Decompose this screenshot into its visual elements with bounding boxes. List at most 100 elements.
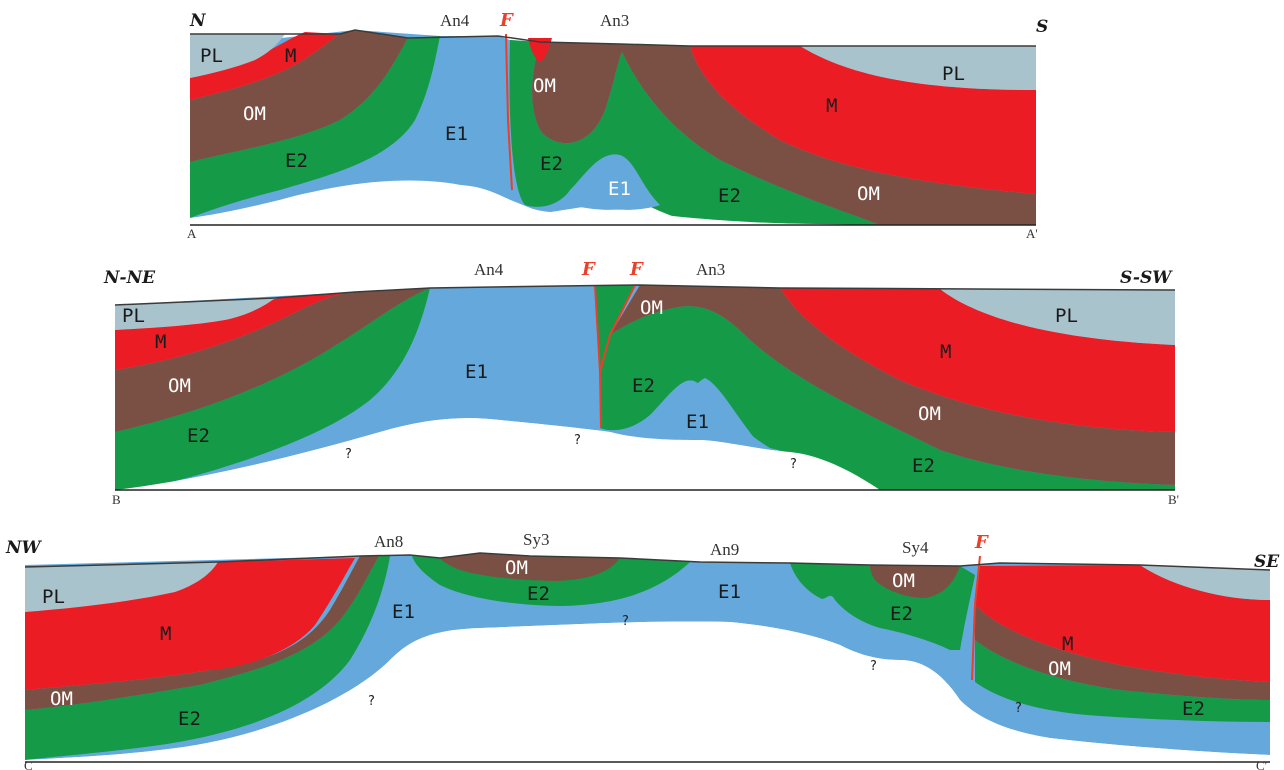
section-b-unit-label: E1 <box>686 411 709 433</box>
section-c: NW SE C C' F An8 Sy3 An9 Sy4 PL M OM E2 … <box>5 530 1280 770</box>
section-c-basement <box>25 621 1270 765</box>
section-b-unit-label: E1 <box>465 361 488 383</box>
section-b-surface <box>114 284 1176 306</box>
section-c-fault-label: F <box>974 532 989 553</box>
section-b-unit-label: PL <box>1055 305 1078 327</box>
section-a-unit-e2-left <box>190 36 440 218</box>
section-b-unit-om-left <box>115 288 430 432</box>
section-a-unit-label: M <box>826 95 837 117</box>
section-b-basement <box>115 418 880 490</box>
section-b-unit-e2-right <box>600 306 1175 490</box>
section-a-unit-label: OM <box>857 183 880 205</box>
section-a-unit-om-right <box>532 42 1036 225</box>
section-a-unit-label: PL <box>200 45 223 67</box>
section-a-unit-m-right <box>690 46 1036 194</box>
section-b-unit-label: E2 <box>187 425 210 447</box>
section-c-unit-label: OM <box>1048 658 1071 680</box>
section-c-unit-pl-left <box>25 562 218 612</box>
section-a-unit-label: E1 <box>445 123 468 145</box>
section-c-unit-om-left <box>25 555 380 710</box>
section-b-unit-m-right <box>780 288 1175 432</box>
section-c-unit-label: OM <box>50 688 73 710</box>
section-b-question-mark: ? <box>574 433 581 448</box>
section-c-dir-left: NW <box>5 538 43 558</box>
section-a-structure-1: An4 <box>440 11 470 30</box>
section-c-structure-1: An8 <box>374 532 403 551</box>
section-b-unit-label: PL <box>122 305 145 327</box>
section-c-unit-pl-right <box>1140 565 1270 600</box>
section-a-dir-right: S <box>1036 17 1048 37</box>
section-c-question-mark: ? <box>368 694 375 709</box>
section-a-structure-2: An3 <box>600 11 629 30</box>
section-a-unit-label: OM <box>533 75 556 97</box>
section-c-structure-2: Sy3 <box>523 530 549 549</box>
section-b-dir-right: S-SW <box>1120 268 1173 288</box>
section-b-unit-label: OM <box>168 375 191 397</box>
section-b-fault-line-2 <box>599 284 636 373</box>
section-b-structure-1: An4 <box>474 260 504 279</box>
section-b-question-mark: ? <box>345 447 352 462</box>
section-b-unit-pl-right <box>940 289 1175 345</box>
section-c-question-mark: ? <box>1015 701 1022 716</box>
section-c-unit-label: M <box>160 623 171 645</box>
section-b-fault-label-2: F <box>629 259 644 280</box>
section-a-unit-label: E2 <box>285 150 308 172</box>
section-a-unit-label: E2 <box>718 185 741 207</box>
section-b-unit-om-right <box>610 285 1175 485</box>
section-c-unit-om-sy3 <box>440 553 620 581</box>
section-a-unit-m-small <box>528 38 552 62</box>
section-a: N S A A' F An4 An3 PL M OM E1 OM E2 E2 E… <box>187 10 1048 241</box>
section-b-unit-label: E2 <box>912 455 935 477</box>
section-b: N-NE S-SW B B' F F An4 An3 PL M OM E2 E1… <box>103 259 1179 507</box>
section-a-unit-pl-right <box>800 46 1036 90</box>
section-c-structure-3: An9 <box>710 540 739 559</box>
section-a-basement <box>190 180 880 225</box>
section-c-unit-label: E2 <box>890 603 913 625</box>
section-c-dir-right: SE <box>1254 552 1280 572</box>
section-a-dir-left: N <box>189 11 207 31</box>
section-a-unit-m-left <box>190 32 340 100</box>
section-a-unit-e1-core <box>570 154 660 211</box>
section-c-unit-m-right <box>975 565 1270 682</box>
section-b-unit-e1-core <box>640 378 760 445</box>
section-b-dir-left: N-NE <box>103 268 156 288</box>
section-a-end-left: A <box>187 226 197 241</box>
section-c-unit-e2-right <box>975 640 1270 722</box>
section-b-structure-2: An3 <box>696 260 725 279</box>
section-b-fault-label-1: F <box>581 259 596 280</box>
section-b-unit-m-left <box>115 292 355 370</box>
section-c-surface <box>24 552 1271 571</box>
section-b-question-mark: ? <box>790 457 797 472</box>
section-a-unit-label: PL <box>942 63 965 85</box>
section-a-unit-e2-right <box>509 40 880 225</box>
section-a-surface <box>190 29 1036 47</box>
section-b-end-left: B <box>112 492 121 507</box>
section-c-unit-label: E1 <box>718 581 741 603</box>
section-c-unit-om-sy4 <box>870 565 960 598</box>
section-a-unit-om-left <box>190 30 408 162</box>
section-b-unit-label: M <box>155 331 166 353</box>
section-c-end-left: C <box>24 758 33 770</box>
section-c-unit-label: M <box>1062 633 1073 655</box>
section-c-unit-m-left <box>25 558 355 690</box>
section-a-unit-pl-left <box>190 34 285 78</box>
section-c-unit-label: E2 <box>1182 698 1205 720</box>
section-a-unit-label: E1 <box>608 178 631 200</box>
section-b-unit-label: OM <box>918 403 941 425</box>
section-b-unit-pl-left <box>115 298 275 330</box>
section-c-question-mark: ? <box>622 614 629 629</box>
section-c-unit-label: E1 <box>392 601 415 623</box>
section-b-unit-label: M <box>940 341 951 363</box>
section-a-end-right: A' <box>1026 226 1038 241</box>
section-c-unit-om-right <box>975 605 1270 700</box>
section-b-unit-e2-left <box>115 288 430 490</box>
section-a-fault-line <box>505 33 513 191</box>
section-a-unit-label: OM <box>243 103 266 125</box>
section-c-unit-e2-left <box>25 555 390 760</box>
section-c-unit-label: E2 <box>178 708 201 730</box>
section-c-structure-4: Sy4 <box>902 538 929 557</box>
section-c-end-right: C' <box>1256 758 1267 770</box>
section-c-unit-label: PL <box>42 586 65 608</box>
section-a-fault-label: F <box>499 10 514 31</box>
